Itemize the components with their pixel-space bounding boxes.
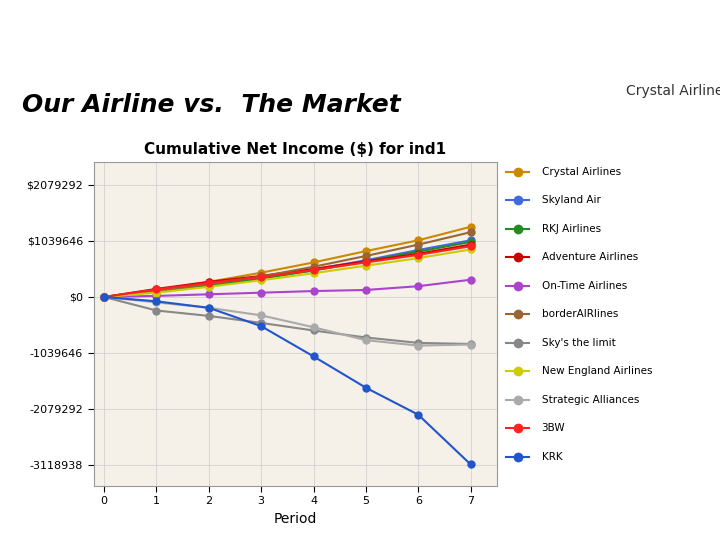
X-axis label: Period: Period	[274, 512, 317, 526]
Text: KRK: KRK	[541, 452, 562, 462]
Text: Cumulative Net Income: Cumulative Net Income	[70, 112, 306, 131]
Text: Crystal Airlines: Crystal Airlines	[626, 84, 720, 98]
Text: Our Airline vs.  The Market: Our Airline vs. The Market	[22, 93, 400, 117]
Text: Crystal Airlines: Crystal Airlines	[541, 167, 621, 177]
Text: borderAIRlines: borderAIRlines	[541, 309, 618, 319]
Text: RKJ Airlines: RKJ Airlines	[541, 224, 600, 234]
Text: On-Time Airlines: On-Time Airlines	[541, 281, 627, 291]
Text: Strategic Alliances: Strategic Alliances	[541, 395, 639, 405]
Text: 3BW: 3BW	[541, 423, 565, 433]
Text: Adventure Airlines: Adventure Airlines	[541, 252, 638, 262]
Text: Skyland Air: Skyland Air	[541, 195, 600, 205]
Text: Sky's the limit: Sky's the limit	[541, 338, 616, 348]
Title: Cumulative Net Income ($) for ind1: Cumulative Net Income ($) for ind1	[144, 141, 446, 157]
Text: ✈: ✈	[30, 112, 47, 131]
Text: New England Airlines: New England Airlines	[541, 366, 652, 376]
